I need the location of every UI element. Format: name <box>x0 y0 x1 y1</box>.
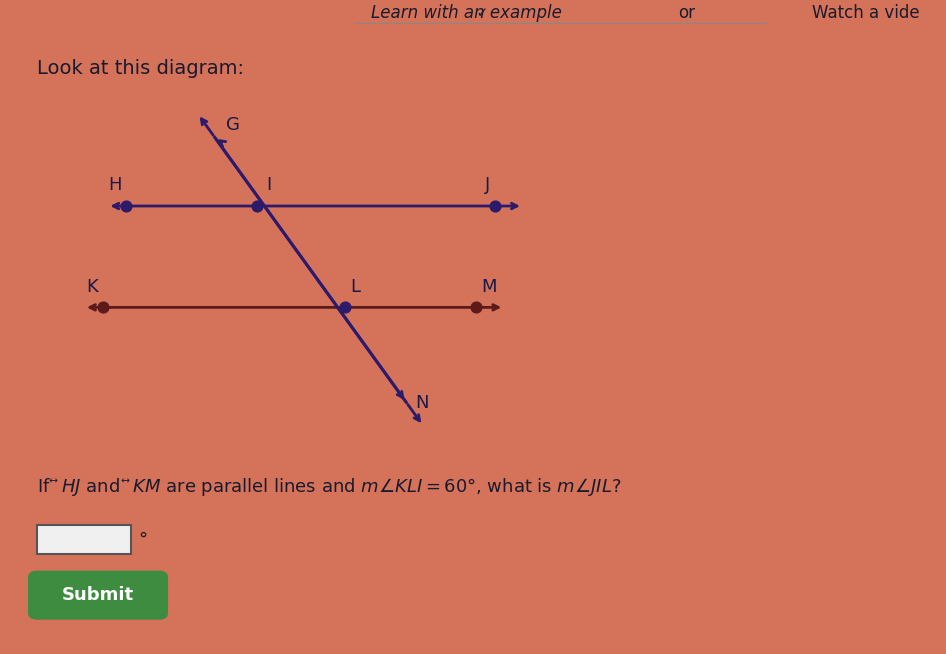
Text: I: I <box>266 176 272 194</box>
Text: J: J <box>485 176 490 194</box>
Text: H: H <box>108 176 121 194</box>
Text: L: L <box>350 277 360 296</box>
Point <box>118 201 133 211</box>
Text: Watch a vide: Watch a vide <box>813 4 920 22</box>
Text: G: G <box>226 116 240 134</box>
Text: or: or <box>677 4 694 22</box>
Point <box>487 201 502 211</box>
Point <box>338 302 353 313</box>
Text: K: K <box>86 277 98 296</box>
FancyBboxPatch shape <box>37 525 131 555</box>
Point <box>468 302 483 313</box>
Text: If $\overleftrightarrow{HJ}$ and $\overleftrightarrow{KM}$ are parallel lines an: If $\overleftrightarrow{HJ}$ and $\overl… <box>37 476 622 498</box>
Text: M: M <box>481 277 497 296</box>
Point <box>96 302 111 313</box>
Point <box>249 201 264 211</box>
FancyBboxPatch shape <box>28 570 168 620</box>
Text: Look at this diagram:: Look at this diagram: <box>37 59 244 78</box>
Text: °: ° <box>138 530 148 549</box>
Text: ✓: ✓ <box>446 6 488 20</box>
Text: Submit: Submit <box>62 586 134 604</box>
Text: Learn with an example: Learn with an example <box>372 4 562 22</box>
Text: N: N <box>415 394 429 413</box>
